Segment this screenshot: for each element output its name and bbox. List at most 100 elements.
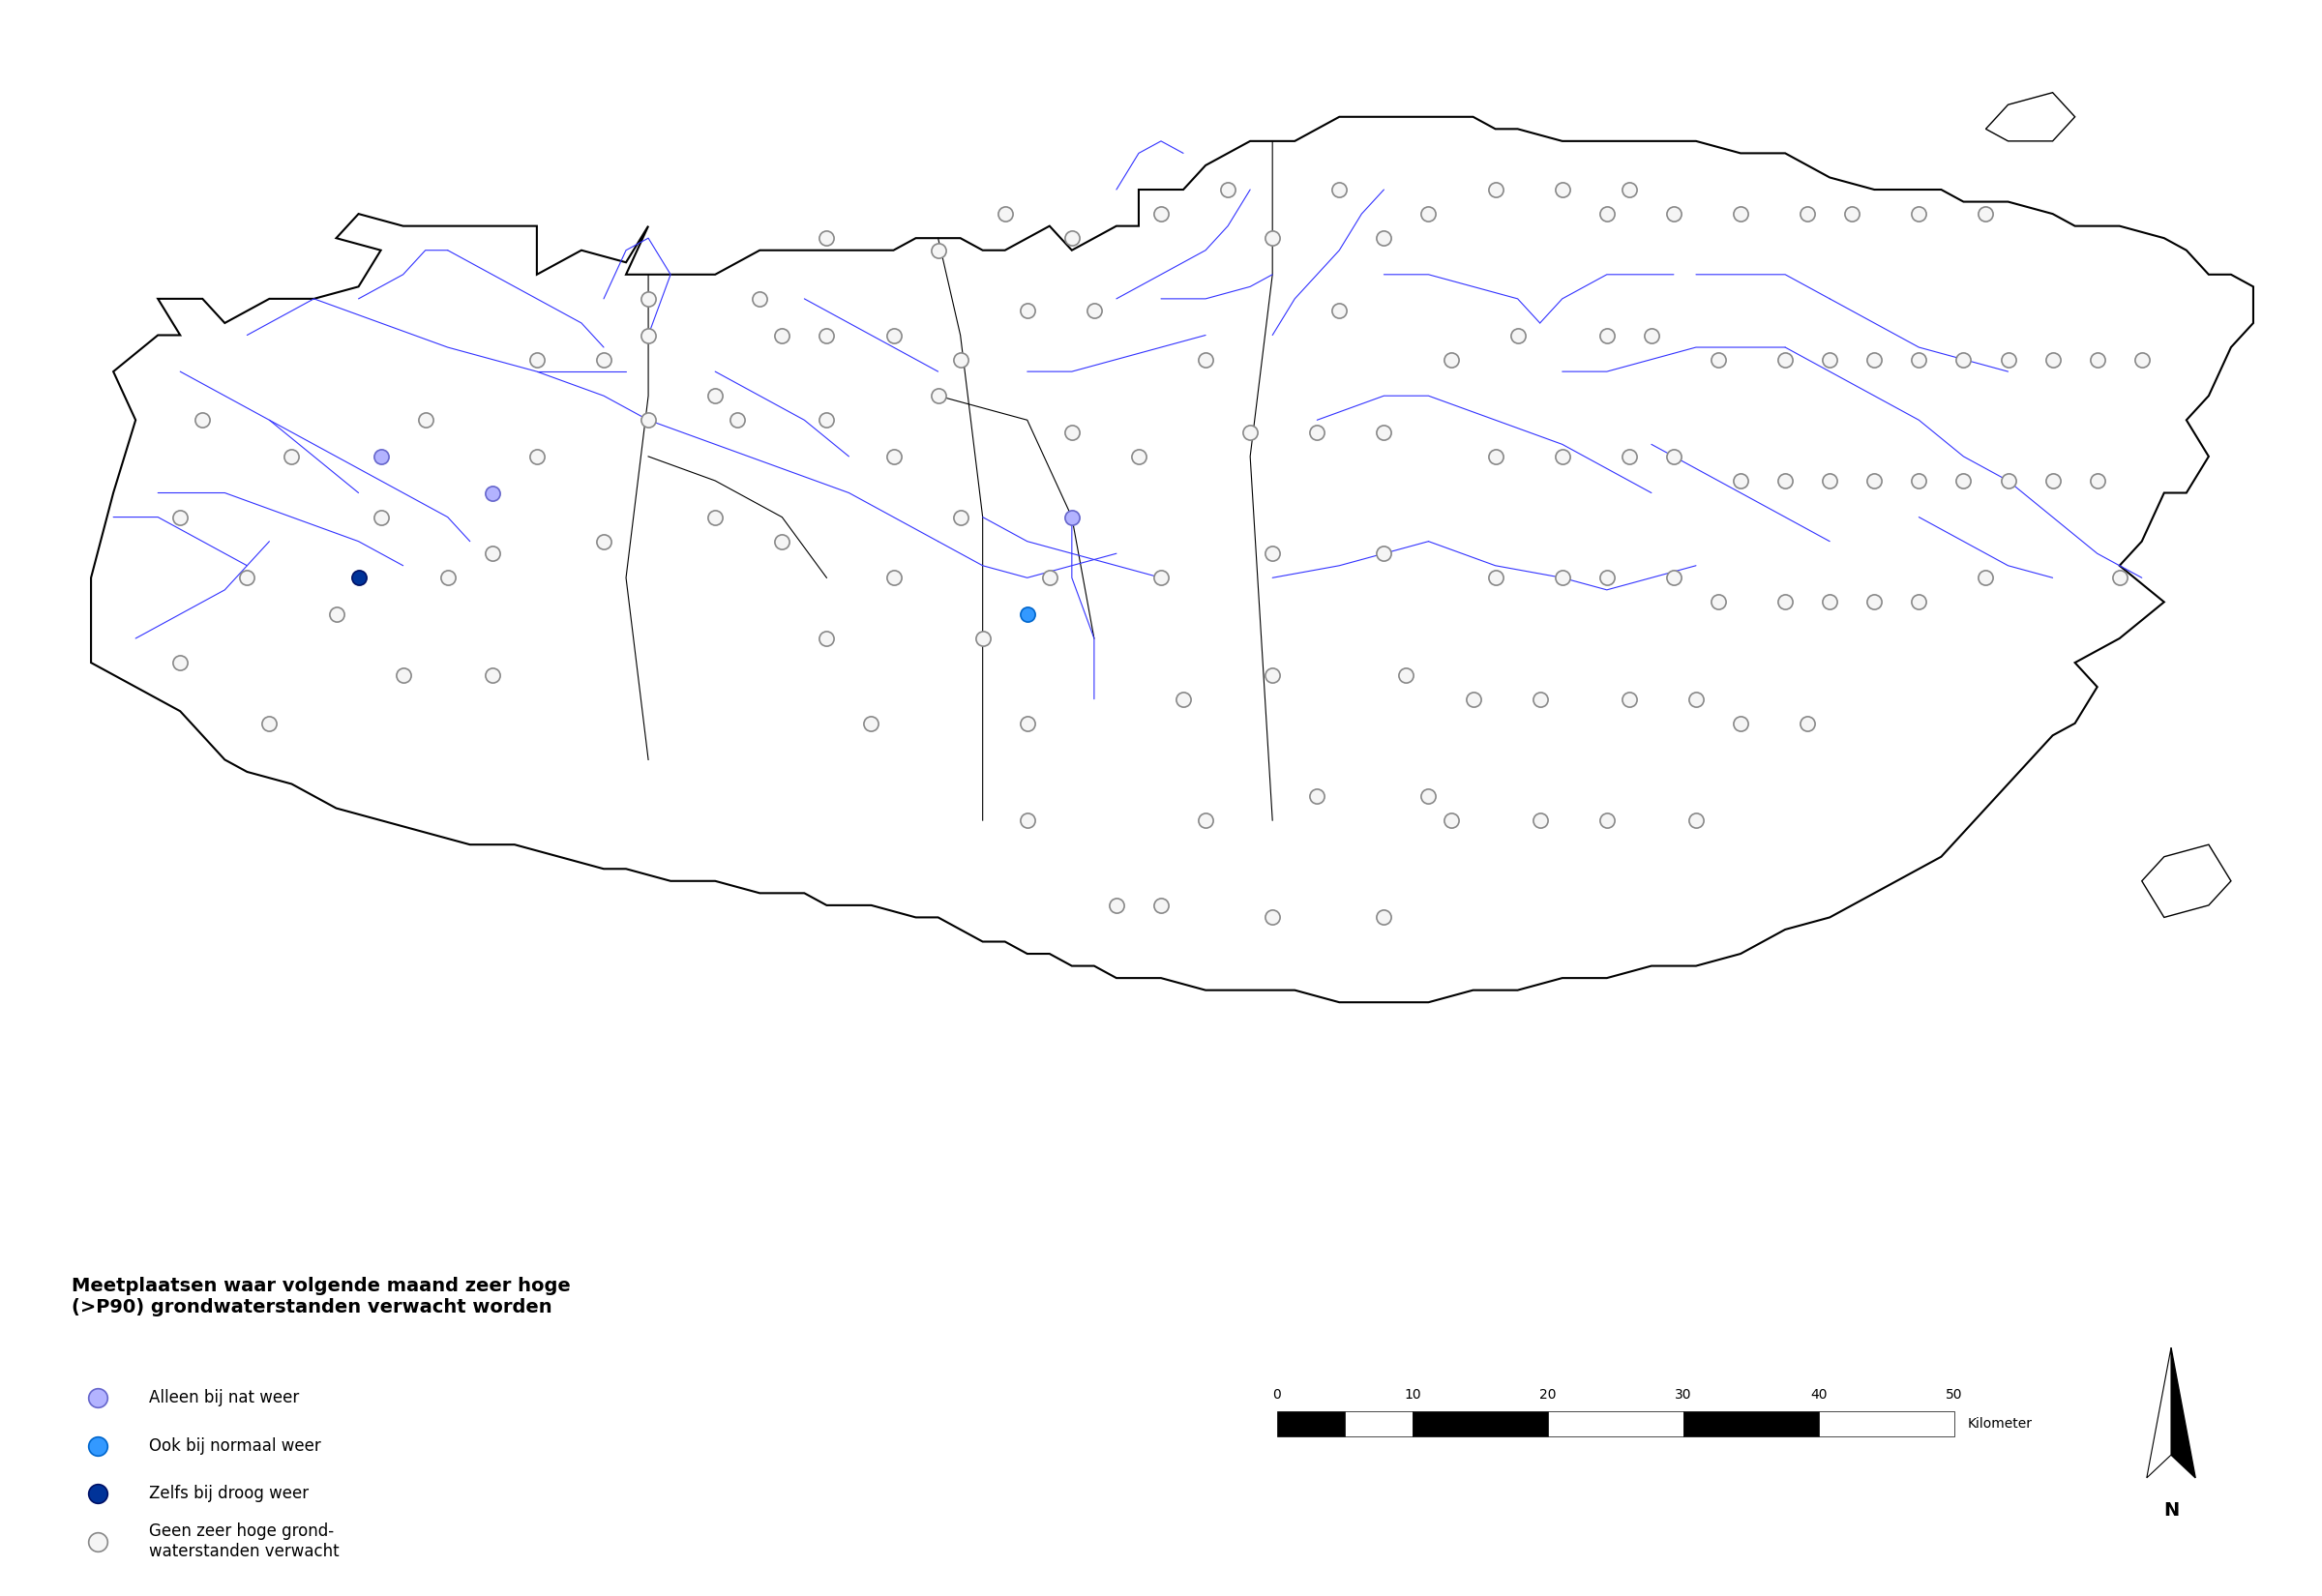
Point (1254, 541, 1291, 567)
Point (2122, 346, 2159, 372)
Point (585, 346, 622, 372)
Point (1298, 420, 1335, 445)
Point (1588, 322, 1625, 348)
Point (1389, 662, 1426, 688)
Text: 50: 50 (1946, 1389, 1962, 1401)
Point (251, 710, 288, 736)
Point (875, 322, 913, 348)
Point (1656, 201, 1693, 227)
Point (1477, 444, 1514, 469)
Point (1967, 201, 2004, 227)
Point (79, 1433, 116, 1459)
Bar (1277, 1411, 1344, 1436)
Point (920, 383, 957, 409)
Point (1119, 444, 1156, 469)
Point (1544, 177, 1581, 203)
Point (1811, 589, 1848, 614)
Point (1254, 905, 1291, 930)
Point (1723, 710, 1760, 736)
Point (1365, 420, 1402, 445)
Point (1298, 784, 1335, 809)
Point (2034, 346, 2071, 372)
Point (1855, 468, 1892, 493)
Point (1676, 686, 1714, 712)
Point (1656, 444, 1693, 469)
Point (1008, 298, 1045, 324)
Bar (1818, 1411, 1955, 1436)
Point (318, 602, 355, 627)
Bar (1412, 1411, 1549, 1436)
Point (2101, 565, 2139, 591)
Point (1588, 565, 1625, 591)
Point (764, 322, 801, 348)
Point (518, 444, 555, 469)
Point (1723, 468, 1760, 493)
Point (1365, 541, 1402, 567)
Point (183, 407, 221, 433)
Point (808, 322, 845, 348)
Point (629, 407, 666, 433)
Point (629, 286, 666, 311)
Point (1433, 346, 1470, 372)
Point (1611, 444, 1649, 469)
Point (875, 565, 913, 591)
Polygon shape (2171, 1347, 2197, 1478)
Point (1477, 177, 1514, 203)
Point (1700, 589, 1737, 614)
Point (1676, 808, 1714, 833)
Point (1521, 808, 1558, 833)
Point (1031, 565, 1068, 591)
Point (1166, 686, 1203, 712)
Polygon shape (1985, 93, 2076, 140)
Point (1544, 565, 1581, 591)
Point (474, 541, 511, 567)
Point (987, 201, 1024, 227)
Point (1767, 468, 1804, 493)
Point (1454, 686, 1491, 712)
Point (1899, 589, 1937, 614)
Point (1075, 298, 1112, 324)
Point (1544, 444, 1581, 469)
Text: N: N (2164, 1500, 2178, 1519)
Point (1656, 565, 1693, 591)
Point (1054, 504, 1091, 530)
Point (406, 407, 444, 433)
Point (362, 444, 399, 469)
Text: Geen zeer hoge grond-
waterstanden verwacht: Geen zeer hoge grond- waterstanden verwa… (149, 1523, 339, 1561)
Point (1788, 201, 1825, 227)
Point (1990, 346, 2027, 372)
Point (362, 504, 399, 530)
Point (852, 710, 889, 736)
Point (2034, 468, 2071, 493)
Point (385, 662, 423, 688)
Point (1142, 565, 1180, 591)
Text: 30: 30 (1674, 1389, 1693, 1401)
Point (1611, 686, 1649, 712)
Text: Zelfs bij droog weer: Zelfs bij droog weer (149, 1486, 309, 1502)
Point (79, 1385, 116, 1411)
Text: 20: 20 (1539, 1389, 1556, 1401)
Point (1231, 420, 1268, 445)
Point (474, 662, 511, 688)
Point (1788, 710, 1825, 736)
Point (1521, 686, 1558, 712)
Point (1054, 225, 1091, 251)
Point (1433, 808, 1470, 833)
Point (1321, 298, 1358, 324)
Point (1210, 177, 1247, 203)
Point (1990, 468, 2027, 493)
Point (1899, 346, 1937, 372)
Point (808, 407, 845, 433)
Point (2078, 468, 2115, 493)
Point (79, 1529, 116, 1555)
Point (808, 626, 845, 651)
Point (1723, 201, 1760, 227)
Point (1811, 468, 1848, 493)
Point (808, 225, 845, 251)
Point (228, 565, 265, 591)
Point (720, 407, 757, 433)
Point (943, 504, 980, 530)
Point (875, 444, 913, 469)
Point (1254, 225, 1291, 251)
Polygon shape (2141, 844, 2231, 918)
